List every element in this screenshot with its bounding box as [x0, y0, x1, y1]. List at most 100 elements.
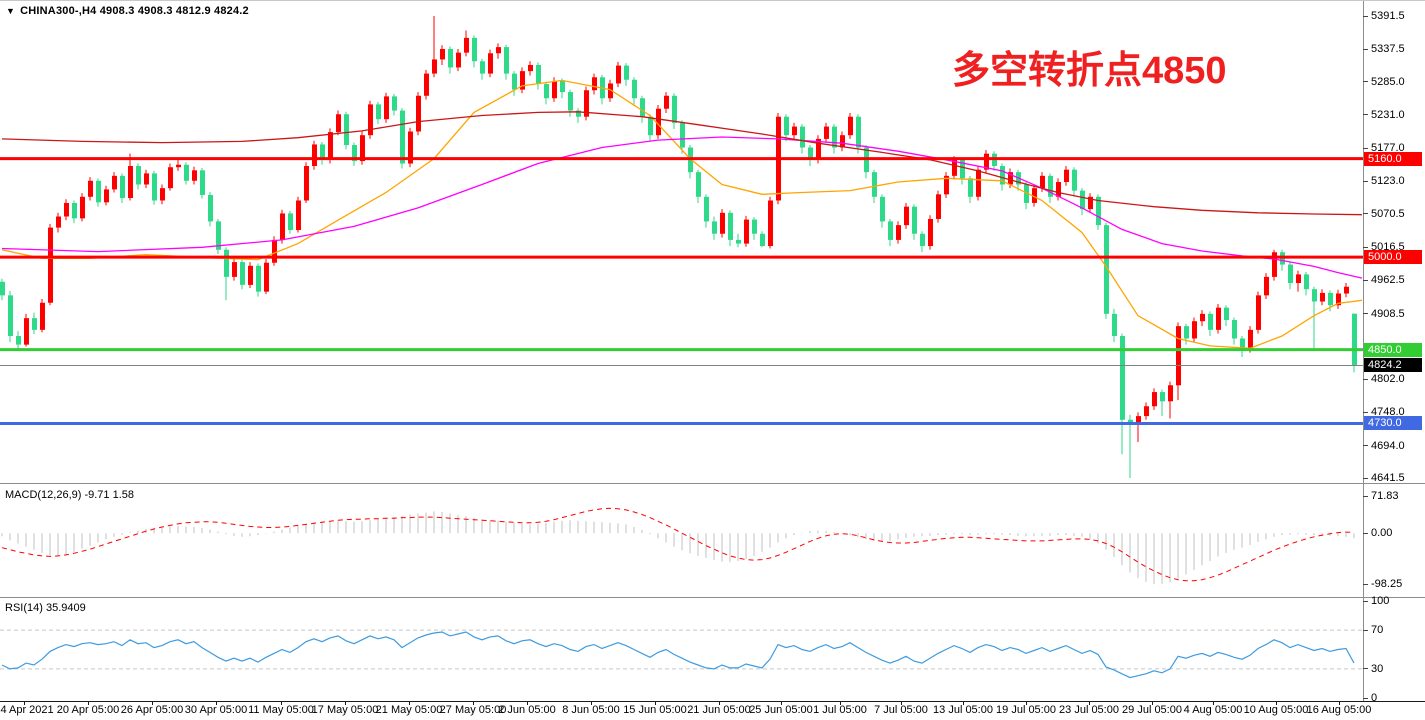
candle-body [520, 71, 525, 90]
candle-body [920, 233, 925, 247]
candle-body [456, 52, 461, 68]
candle-body [48, 227, 53, 303]
candle-body [408, 131, 413, 164]
candle-body [320, 144, 325, 160]
rsi-tick-mark [1363, 629, 1368, 631]
candle-body [624, 65, 629, 80]
macd-indicator-label: MACD(12,26,9) -9.71 1.58 [5, 489, 135, 501]
candle-body [704, 196, 709, 222]
panel-separator[interactable] [0, 597, 1425, 598]
candle-body [336, 114, 341, 133]
candle-body [584, 90, 589, 117]
date-tick-label: 11 May 05:00 [248, 704, 314, 716]
candle-body [840, 135, 845, 148]
candle-body [1256, 295, 1261, 330]
candle-body [640, 98, 645, 117]
candle-body [736, 239, 741, 244]
candle-body [376, 104, 381, 120]
date-tick-label: 8 Jun 05:00 [562, 704, 620, 716]
ma-fast-orange-line [1, 79, 1363, 349]
panel-separator [0, 701, 1425, 702]
candle-body [1112, 313, 1117, 337]
date-tick-label: 21 May 05:00 [375, 704, 443, 716]
level-price-label: 5160.0 [1364, 151, 1422, 166]
candle-body [200, 170, 205, 195]
date-tick-label: 26 Apr 05:00 [120, 704, 184, 716]
date-tick-mark [781, 701, 782, 705]
price-tick-label: 4962.5 [1371, 274, 1405, 287]
date-tick-label: 2 Jun 05:00 [498, 704, 556, 716]
rsi-indicator-label: RSI(14) 35.9409 [5, 602, 86, 614]
candle-body [416, 95, 421, 132]
candle-body [1352, 313, 1357, 366]
candle-body [768, 200, 773, 247]
macd-tick-mark [1363, 532, 1368, 534]
candle-body [272, 239, 277, 263]
candle-body [96, 180, 101, 203]
rsi-indicator-panel[interactable] [0, 598, 1363, 701]
macd-signal-line [1, 507, 1355, 582]
date-tick-label: 30 Apr 05:00 [184, 704, 248, 716]
candle-body [1080, 190, 1085, 210]
candle-body [176, 164, 181, 168]
macd-tick-label: -98.25 [1371, 578, 1403, 590]
date-tick-label: 27 May 05:00 [439, 704, 507, 716]
candle-body [488, 53, 493, 74]
candle-body [1344, 286, 1349, 294]
candle-body [1248, 329, 1253, 349]
price-tick-label: 5231.0 [1371, 108, 1405, 121]
price-tick-mark [1363, 48, 1368, 50]
candle-body [904, 206, 909, 226]
candle-body [888, 221, 893, 240]
symbol-title[interactable]: ▼ CHINA300-,H4 4908.3 4908.3 4812.9 4824.… [6, 5, 249, 17]
candle-body [976, 169, 981, 197]
candle-body [208, 194, 213, 222]
price-tick-label: 4641.5 [1371, 472, 1405, 484]
candle-body [1104, 225, 1109, 314]
candle-body [1320, 292, 1325, 302]
candle-body [424, 73, 429, 96]
candle-body [784, 116, 789, 136]
candle-body [896, 225, 901, 240]
rsi-tick-label: 0 [1371, 692, 1378, 704]
candle-body [760, 233, 765, 247]
candle-body [384, 96, 389, 120]
candle-body [872, 172, 877, 197]
panel-separator[interactable] [0, 483, 1425, 484]
candle-body [264, 262, 269, 292]
date-tick-mark [901, 701, 902, 705]
candle-body [832, 126, 837, 148]
candle-body [1040, 175, 1045, 189]
price-tick-mark [1363, 81, 1368, 83]
price-tick-label: 4694.0 [1371, 439, 1405, 452]
candle-body [312, 144, 317, 166]
date-tick-label: 20 Apr 05:00 [56, 704, 120, 716]
rsi-line [1, 631, 1355, 679]
candle-body [168, 167, 173, 189]
price-tick-mark [1363, 180, 1368, 182]
dropdown-icon[interactable]: ▼ [6, 6, 16, 16]
date-tick-label: 23 Jul 05:00 [1059, 704, 1119, 716]
price-tick-label: 4802.0 [1371, 373, 1405, 386]
candle-body [496, 47, 501, 54]
candle-body [728, 212, 733, 240]
symbol-ohlc-text: CHINA300-,H4 4908.3 4908.3 4812.9 4824.2 [20, 5, 249, 17]
candle-body [648, 116, 653, 136]
macd-indicator-panel[interactable] [0, 484, 1363, 597]
date-tick-mark [840, 701, 841, 705]
price-tick-mark [1363, 313, 1368, 315]
candle-body [248, 265, 253, 285]
date-tick-mark [24, 701, 25, 705]
candle-body [144, 173, 149, 185]
candle-body [912, 206, 917, 234]
candle-body [1200, 313, 1205, 322]
candle-body [696, 172, 701, 197]
date-tick-label: 4 Aug 05:00 [1183, 704, 1243, 716]
candle-body [296, 200, 301, 231]
candle-body [608, 83, 613, 99]
candle-body [192, 170, 197, 181]
main-price-chart[interactable] [0, 1, 1363, 483]
candle-body [1272, 252, 1277, 277]
candle-body [136, 165, 141, 185]
candle-body [800, 126, 805, 148]
